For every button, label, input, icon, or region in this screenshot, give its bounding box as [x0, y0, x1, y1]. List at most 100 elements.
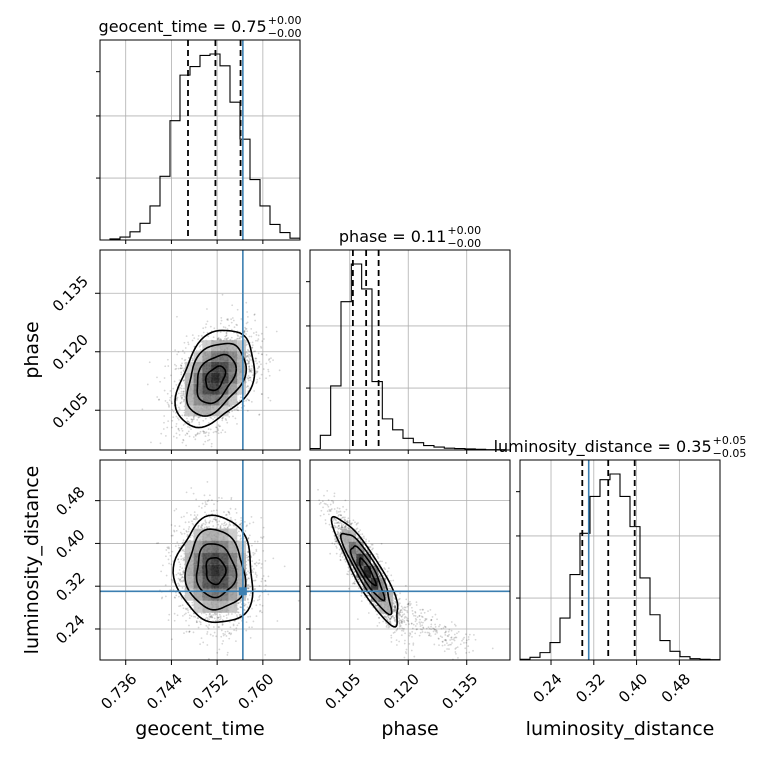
scatter-point: [185, 491, 188, 494]
scatter-point: [252, 551, 255, 554]
density-cell: [237, 564, 247, 577]
scatter-point: [177, 577, 180, 580]
scatter-point: [200, 507, 203, 509]
density-cell: [237, 340, 247, 352]
scatter-point: [237, 608, 240, 610]
scatter-point: [179, 573, 181, 576]
scatter-point: [200, 524, 203, 527]
scatter-point: [240, 524, 242, 526]
scatter-point: [221, 417, 224, 420]
scatter-point: [229, 626, 232, 629]
density-cell: [184, 383, 194, 395]
scatter-point: [219, 331, 222, 334]
scatter-point: [186, 533, 189, 536]
scatter-point: [234, 640, 237, 643]
scatter-point: [248, 369, 251, 372]
scatter-point: [236, 334, 239, 337]
scatter-point: [219, 526, 222, 529]
density-cell: [228, 383, 238, 395]
density-cell: [237, 361, 247, 373]
scatter-point: [243, 520, 246, 523]
scatter-point: [196, 418, 199, 421]
scatter-point: [176, 398, 178, 401]
scatter-point: [197, 338, 199, 341]
scatter-point: [183, 515, 185, 518]
panel-content: [100, 250, 300, 450]
scatter-point: [254, 588, 257, 590]
scatter-point: [181, 542, 184, 544]
scatter-point: [217, 619, 220, 622]
scatter-point: [205, 513, 208, 516]
scatter-point: [199, 348, 202, 351]
scatter-point: [237, 601, 240, 604]
scatter-point: [180, 387, 183, 390]
scatter-point: [267, 396, 270, 399]
scatter-point: [200, 612, 203, 615]
scatter-point: [260, 363, 262, 366]
scatter-point: [231, 410, 234, 413]
scatter-point: [260, 563, 263, 565]
scatter-point: [195, 498, 198, 501]
scatter-point: [267, 575, 270, 578]
scatter-point: [183, 387, 185, 390]
scatter-point: [247, 598, 249, 601]
scatter-point: [213, 631, 216, 634]
scatter-point: [162, 428, 165, 430]
scatter-point: [247, 601, 250, 604]
scatter-point: [208, 522, 211, 524]
scatter-point: [230, 498, 233, 501]
scatter-point: [240, 318, 243, 320]
scatter-point: [183, 558, 186, 561]
scatter-point: [250, 359, 253, 361]
density-cell: [211, 351, 220, 362]
scatter-point: [166, 392, 169, 395]
scatter-point: [178, 379, 181, 382]
scatter-point: [204, 511, 206, 514]
scatter-point: [167, 619, 170, 622]
scatter-point: [210, 442, 213, 445]
scatter-point: [175, 404, 178, 407]
scatter-point: [264, 580, 267, 582]
scatter-point: [141, 408, 144, 411]
scatter-point: [225, 419, 228, 421]
scatter-point: [256, 339, 259, 342]
density-cell: [184, 372, 194, 384]
scatter-point: [228, 621, 231, 623]
scatter-point: [170, 578, 173, 581]
scatter-point: [179, 580, 182, 583]
scatter-point: [178, 388, 180, 391]
scatter-point: [204, 519, 207, 522]
scatter-point: [182, 369, 185, 372]
scatter-point: [254, 571, 257, 574]
scatter-point: [170, 524, 173, 526]
scatter-point: [223, 526, 226, 529]
density-cell: [184, 405, 194, 417]
scatter-point: [224, 431, 227, 434]
scatter-point: [253, 568, 255, 570]
scatter-point: [183, 613, 186, 616]
scatter-point: [185, 608, 188, 611]
scatter-point: [181, 580, 184, 583]
scatter-point: [219, 425, 222, 428]
scatter-point: [217, 432, 220, 435]
scatter-point: [240, 525, 243, 528]
density-cell: [228, 361, 238, 373]
scatter-point: [180, 516, 183, 519]
scatter-point: [255, 370, 258, 373]
scatter-point: [197, 525, 200, 528]
scatter-point: [208, 438, 211, 441]
scatter-point: [224, 524, 227, 527]
scatter-point: [246, 343, 248, 346]
scatter-point: [227, 337, 230, 339]
density-cell: [211, 564, 220, 577]
scatter-point: [222, 634, 225, 637]
scatter-point: [251, 569, 253, 572]
scatter-point: [240, 335, 243, 338]
scatter-point: [161, 596, 164, 599]
scatter-point: [251, 346, 254, 349]
scatter-point: [181, 441, 184, 444]
scatter-point: [167, 546, 170, 548]
scatter-point: [160, 432, 163, 435]
scatter-point: [179, 367, 182, 370]
scatter-point: [165, 549, 168, 551]
